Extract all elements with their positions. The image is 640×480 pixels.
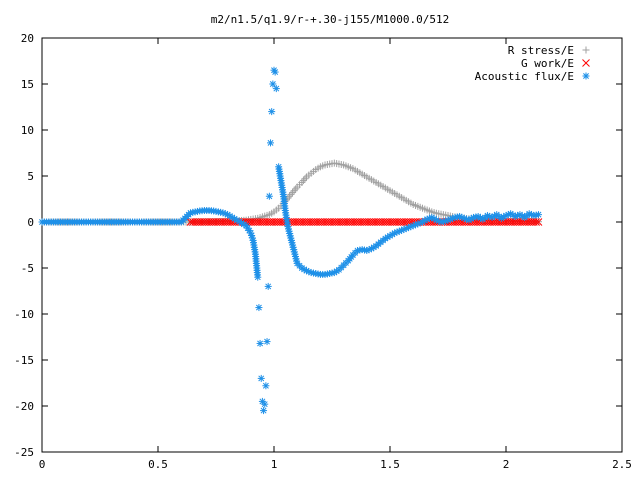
data-point xyxy=(256,339,264,347)
data-point xyxy=(242,222,250,230)
legend-label: R stress/E xyxy=(508,44,574,57)
data-point xyxy=(289,189,297,197)
data-point-interp xyxy=(248,231,256,239)
y-tick-label: 5 xyxy=(27,170,34,183)
y-tick-label: 15 xyxy=(21,78,34,91)
legend-label: Acoustic flux/E xyxy=(475,70,574,83)
data-point xyxy=(255,304,263,312)
data-point xyxy=(263,338,271,346)
x-tick-label: 0.5 xyxy=(148,458,168,471)
x-tick-label: 1.5 xyxy=(380,458,400,471)
data-point xyxy=(261,400,269,408)
data-point xyxy=(257,374,265,382)
data-point xyxy=(271,68,279,76)
data-point xyxy=(254,273,262,281)
legend-marker xyxy=(582,46,590,54)
data-point-interp xyxy=(370,243,378,251)
data-point-interp xyxy=(532,218,541,226)
x-tick-label: 0 xyxy=(39,458,46,471)
chart-title: m2/n1.5/q1.9/r-+.30-j155/M1000.0/512 xyxy=(211,13,449,26)
y-tick-label: -10 xyxy=(14,308,34,321)
y-tick-label: -20 xyxy=(14,400,34,413)
series-2 xyxy=(38,66,542,415)
data-point xyxy=(265,192,273,200)
data-layer xyxy=(38,66,543,415)
legend-marker xyxy=(582,59,590,67)
data-point-interp xyxy=(301,175,309,183)
x-tick-label: 2.5 xyxy=(612,458,632,471)
data-point xyxy=(262,382,270,390)
data-point xyxy=(260,407,268,415)
data-point xyxy=(264,282,272,290)
y-tick-label: 10 xyxy=(21,124,34,137)
data-point xyxy=(267,139,275,147)
data-point-interp xyxy=(299,177,307,185)
data-point xyxy=(534,211,542,219)
legend-label: G work/E xyxy=(521,57,574,70)
data-point xyxy=(269,80,277,88)
data-point-interp xyxy=(287,190,295,198)
y-tick-label: -5 xyxy=(21,262,34,275)
y-tick-label: -15 xyxy=(14,354,34,367)
axes-layer: 0 0.5 1 1.5 2 2.5 -25 -20 -15 -10 -5 0 5 10 15 20 xyxy=(14,32,632,471)
x-tick-label: 1 xyxy=(271,458,278,471)
data-point xyxy=(534,218,543,226)
y-tick-label: -25 xyxy=(14,446,34,459)
data-point-interp xyxy=(290,187,298,195)
data-point-interp xyxy=(292,185,300,193)
y-tick-label: 20 xyxy=(21,32,34,45)
data-point xyxy=(268,108,276,116)
y-tick-label: 0 xyxy=(27,216,34,229)
legend-marker xyxy=(582,72,590,80)
data-point xyxy=(272,85,280,93)
x-tick-label: 2 xyxy=(503,458,510,471)
plot-frame xyxy=(41,37,623,453)
